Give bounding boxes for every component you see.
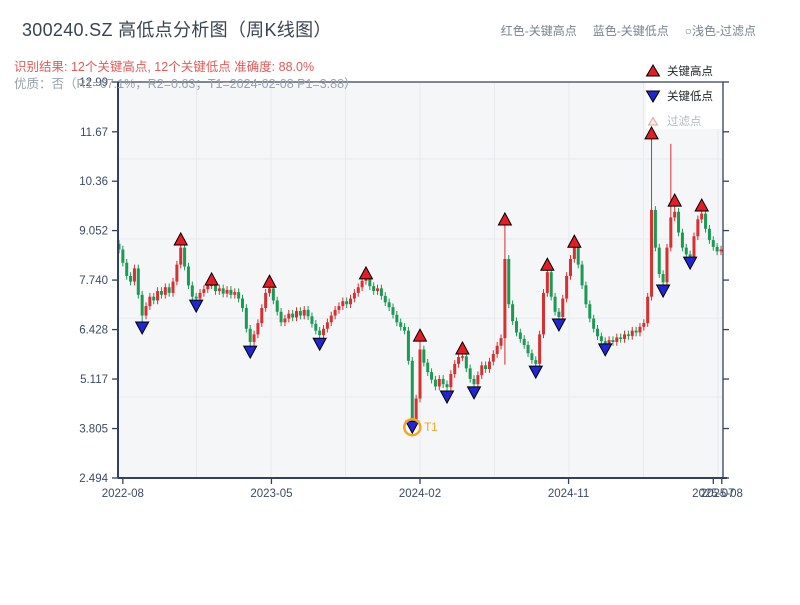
key-high-marker: [204, 271, 219, 286]
color-key-high: 红色-关键高点: [500, 24, 577, 38]
legend-label-filter: 过滤点: [667, 115, 702, 128]
key-high-marker: [644, 125, 659, 140]
key-low-marker: [597, 343, 613, 357]
axes-spines: [117, 81, 727, 479]
y-axis: 12.99 11.67 10.36 9.052 7.740 6.428 5.117 3.805…: [79, 77, 729, 485]
chart-legend: 关键高点 关键低点 过滤点: [645, 58, 725, 133]
key-high-marker: [667, 193, 683, 207]
outline-up-triangle-icon: [647, 116, 659, 125]
key-high-marker: [358, 265, 374, 280]
key-low-marker: [312, 337, 328, 352]
blue-down-triangle-icon: [645, 90, 661, 103]
key-high-marker: [694, 197, 710, 212]
y-tick-label: 12.99: [79, 77, 108, 89]
key-low-marker: [682, 256, 698, 271]
t1-label: T1: [424, 422, 437, 434]
y-tick-label: 3.805: [79, 424, 108, 436]
color-key-header: 红色-关键高点 蓝色-关键低点 ○浅色-过滤点: [485, 22, 756, 39]
y-tick-label: 7.740: [79, 275, 108, 287]
legend-item-key-low: 关键低点: [645, 83, 725, 108]
key-low-marker: [655, 284, 671, 299]
pivot-markers: [134, 125, 710, 435]
key-low-marker: [134, 321, 150, 336]
y-tick-label: 9.052: [79, 226, 108, 238]
y-tick-label: 2.494: [79, 473, 108, 485]
key-low-marker: [466, 386, 482, 400]
x-tick-label: 2022-08: [102, 488, 144, 500]
x-tick-label: 2024-11: [548, 488, 589, 500]
key-high-marker: [173, 231, 189, 246]
key-high-marker: [455, 340, 470, 355]
legend-item-filter: 过滤点: [645, 108, 725, 133]
key-low-marker: [439, 390, 455, 405]
key-low-marker: [188, 299, 204, 314]
x-tick-label: 2025-08: [701, 488, 743, 500]
key-high-marker: [567, 234, 582, 248]
red-up-triangle-icon: [645, 63, 661, 76]
quality-summary: 优质：否（R1=67.1%，R2=0.63；T1=2024-02-08 P1=3…: [14, 77, 357, 91]
key-low-marker: [404, 420, 420, 435]
y-tick-label: 10.36: [79, 176, 108, 188]
page-title: 300240.SZ 高低点分析图（周K线图）: [22, 20, 332, 40]
y-tick-label: 11.67: [80, 127, 108, 139]
key-low-marker: [528, 365, 544, 380]
key-low-marker: [242, 345, 258, 360]
x-tick-label: 2023-05: [250, 488, 292, 500]
legend-item-key-high: 关键高点: [645, 58, 725, 83]
key-high-marker: [262, 274, 277, 288]
x-tick-label: 2024-02: [399, 488, 441, 500]
t1-circle-annotation: [403, 417, 422, 437]
color-key-low: 蓝色-关键低点: [592, 24, 669, 38]
x-tick-label: 2025-07: [692, 488, 734, 500]
legend-label-key-high: 关键高点: [667, 65, 713, 78]
color-key-filter: ○浅色-过滤点: [684, 24, 756, 38]
key-high-marker: [497, 211, 513, 226]
key-low-marker: [551, 318, 567, 333]
candles: [117, 136, 723, 426]
legend-label-key-low: 关键低点: [667, 90, 713, 103]
y-tick-label: 5.117: [80, 374, 108, 386]
recognition-result: 识别结果: 12个关键高点, 12个关键低点 准确度: 88.0%: [14, 60, 315, 74]
key-high-marker: [540, 257, 555, 271]
key-high-marker: [412, 328, 428, 342]
x-axis: 2022-08 2023-05 2024-02 2024-11 2025-072025-…: [102, 478, 743, 500]
y-tick-label: 6.428: [79, 325, 108, 337]
